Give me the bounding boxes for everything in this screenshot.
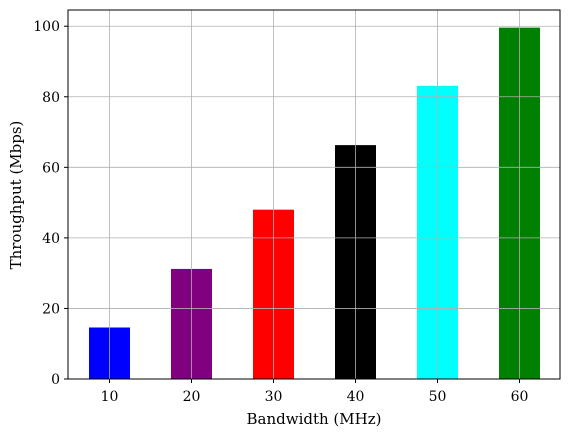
y-axis-label: Throughput (Mbps) [7,121,25,270]
x-axis-ticks: 10 20 30 40 50 60 [101,379,529,405]
bars [89,27,540,380]
x-tick-label: 40 [347,389,365,405]
y-tick-label: 60 [42,160,60,176]
y-tick-label: 80 [42,90,60,106]
x-tick-label: 50 [429,389,447,405]
x-tick-label: 20 [183,389,201,405]
x-axis-label: Bandwidth (MHz) [247,410,382,428]
grid [68,10,560,380]
x-tick-label: 10 [101,389,119,405]
y-axis-ticks: 0 20 40 60 80 100 [33,19,68,388]
y-tick-label: 100 [33,19,60,35]
axes [67,9,561,380]
x-tick-label: 30 [265,389,283,405]
y-tick-label: 40 [42,231,60,247]
y-tick-label: 0 [51,372,60,388]
x-tick-label: 60 [511,389,529,405]
plot-frame [67,9,561,380]
y-tick-label: 20 [42,301,60,317]
